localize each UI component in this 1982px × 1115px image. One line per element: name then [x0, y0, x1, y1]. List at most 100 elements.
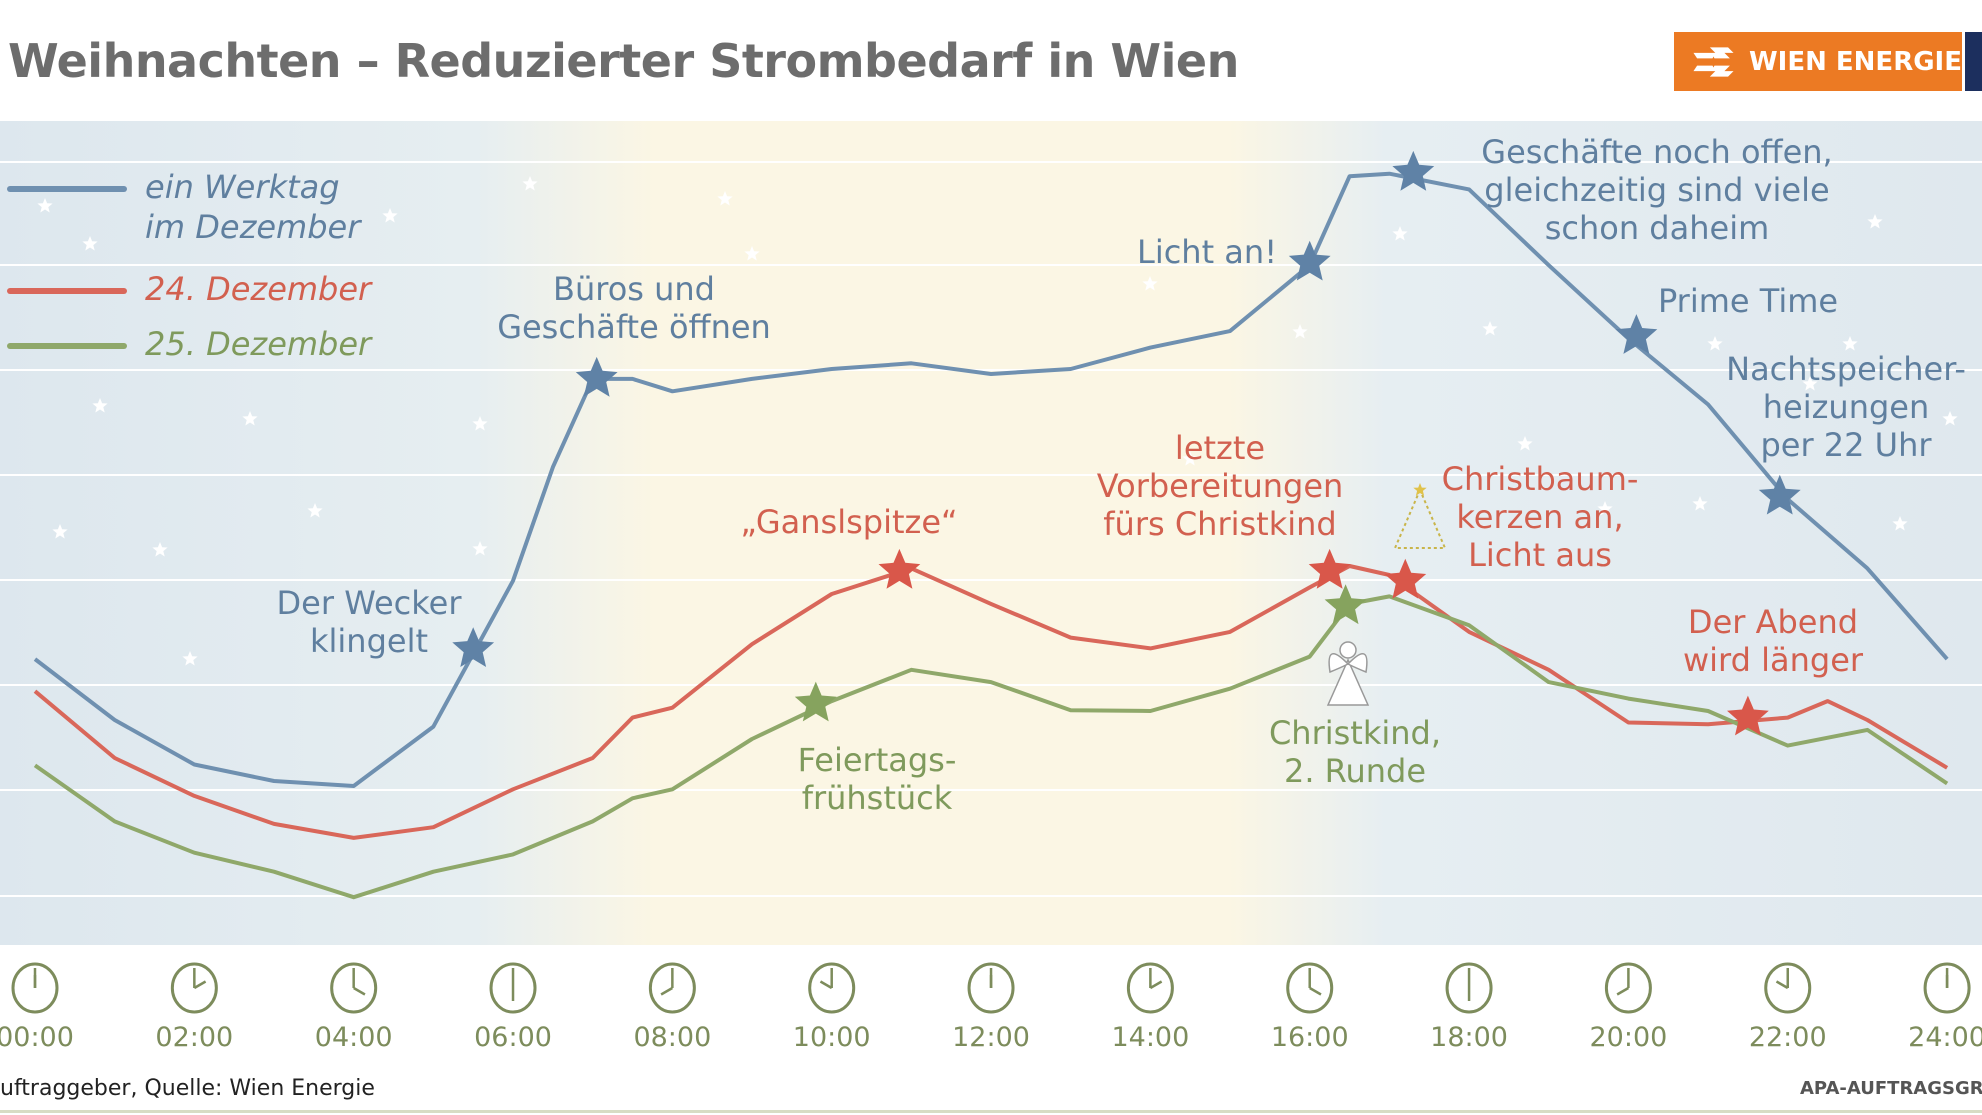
- clock-icon: [11, 962, 59, 1014]
- clock-hour-hand: [1775, 980, 1789, 990]
- clock-icon: [489, 962, 537, 1014]
- annotation-line: 2. Runde: [1283, 752, 1427, 790]
- annotation: Der Abend wird länger: [1683, 603, 1863, 679]
- annotation: Nachtspeicher-heizungen per 22 Uhr: [1726, 350, 1966, 464]
- annotation-line: Feiertags-: [797, 741, 957, 779]
- snow-star-icon: [472, 541, 488, 556]
- series-line-1: [33, 564, 1949, 840]
- angel-body: [1326, 658, 1370, 706]
- star-marker-icon: [1384, 558, 1427, 599]
- annotation: Licht an!: [1137, 233, 1277, 271]
- snow-star-icon: [242, 411, 258, 426]
- snow-star-icon: [1692, 496, 1708, 511]
- series-line-2: [33, 594, 1949, 900]
- annotation-line: frühstück: [801, 779, 953, 817]
- snow-star-icon: [1707, 336, 1723, 351]
- x-tick-label: 22:00: [1748, 1022, 1827, 1053]
- annotation: letzte Vorbereitungen fürs Christkind: [1097, 429, 1344, 543]
- star-marker-icon: [1308, 548, 1351, 589]
- snow-star-icon: [1142, 276, 1158, 291]
- credit: APA-AUFTRAGSGRA: [1800, 1078, 1982, 1099]
- snow-star-icon: [1597, 501, 1613, 516]
- clock-icon: [648, 962, 696, 1014]
- star-marker-icon: [1392, 150, 1435, 191]
- legend-label: im Dezember: [145, 208, 361, 246]
- legend-label: ein Werktag: [145, 168, 340, 206]
- clock-hour-hand: [353, 986, 366, 996]
- annotation-line: Licht an!: [1136, 233, 1278, 271]
- annotation-line: klingelt: [309, 622, 429, 660]
- annotation-line: Christkind,: [1268, 714, 1442, 752]
- logo-text: WIEN ENERGIE: [1748, 46, 1962, 77]
- legend-label: 24. Dezember: [145, 270, 372, 308]
- x-tick-label: 06:00: [474, 1022, 552, 1053]
- clock-icon: [1445, 962, 1493, 1014]
- annotation-line: „Ganslspitze“: [740, 503, 958, 541]
- clock-hour-hand: [660, 986, 673, 996]
- star-marker-icon: [575, 356, 618, 397]
- annotation-line: wird länger: [1682, 641, 1864, 679]
- annotation-line: Büros und: [553, 270, 715, 308]
- clock-icon: [1126, 962, 1174, 1014]
- snow-star-icon: [1392, 226, 1408, 241]
- bottom-border: [0, 1110, 1982, 1113]
- clock-hour-hand: [193, 980, 207, 990]
- series-line-0: [33, 171, 1949, 788]
- angel-head: [1339, 641, 1357, 659]
- snow-star-icon: [1867, 214, 1883, 229]
- snow-star-icon: [472, 416, 488, 431]
- annotation: Christbaum-kerzen an, Licht aus: [1442, 460, 1639, 574]
- annotation-line: schon daheim: [1544, 209, 1770, 247]
- annotation: „Ganslspitze“: [740, 503, 957, 541]
- snow-star-icon: [1892, 516, 1908, 531]
- annotation-line: kerzen an,: [1456, 498, 1624, 536]
- clock-icon: [1286, 962, 1334, 1014]
- snow-star-icon: [1182, 451, 1198, 466]
- clock-icon: [1923, 962, 1971, 1014]
- annotation-line: Vorbereitungen: [1096, 467, 1344, 505]
- annotation-line: Christbaum-: [1441, 460, 1639, 498]
- clock-icon: [808, 962, 856, 1014]
- clock-icon: [330, 962, 378, 1014]
- snow-star-icon: [1517, 436, 1533, 451]
- x-tick-label: 14:00: [1111, 1022, 1190, 1053]
- snow-star-icon: [1292, 324, 1308, 339]
- source-note: uftraggeber, Quelle: Wien Energie: [0, 1076, 375, 1101]
- annotation: Christkind, 2. Runde: [1269, 714, 1441, 790]
- wien-energie-logo-mark-icon: [1693, 46, 1734, 77]
- snow-star-icon: [92, 398, 108, 413]
- page-title: Weihnachten – Reduzierter Strombedarf in…: [8, 34, 1239, 88]
- snow-star-icon: [182, 651, 198, 666]
- snow-star-icon: [52, 524, 68, 539]
- annotation-line: letzte: [1174, 429, 1266, 467]
- x-tick-label: 04:00: [314, 1022, 393, 1053]
- annotation-line: Nachtspeicher-: [1726, 350, 1966, 388]
- x-tick-label: 20:00: [1589, 1022, 1668, 1053]
- plot-background: [0, 121, 1982, 945]
- clock-icon: [967, 962, 1015, 1014]
- star-marker-icon: [452, 627, 495, 667]
- annotation-line: Der Wecker: [276, 584, 462, 622]
- tree-star: [1413, 483, 1427, 496]
- logo-side-panel: [1965, 32, 1982, 91]
- x-tick-label: 02:00: [155, 1022, 234, 1053]
- clock-icon: [170, 962, 218, 1014]
- snow-star-icon: [382, 208, 398, 223]
- star-marker-icon: [1615, 314, 1658, 354]
- snow-star-icon: [522, 176, 538, 191]
- annotation-line: per 22 Uhr: [1760, 426, 1932, 464]
- star-marker-icon: [1727, 695, 1769, 736]
- star-marker-icon: [1288, 240, 1331, 281]
- angel-wings: [1328, 653, 1368, 674]
- snow-star-icon: [37, 198, 53, 213]
- annotation-line: Geschäfte öffnen: [497, 308, 771, 346]
- snow-star-icon: [1482, 321, 1498, 336]
- snow-star-icon: [82, 236, 98, 251]
- snow-star-icon: [1942, 411, 1958, 426]
- annotation-line: heizungen: [1762, 388, 1930, 426]
- annotation: Büros und Geschäfte öffnen: [497, 270, 771, 346]
- x-tick-label: 12:00: [952, 1022, 1030, 1053]
- clock-hour-hand: [1616, 986, 1630, 996]
- annotation: Geschäfte noch offen, gleichzeitig sind v…: [1481, 133, 1832, 247]
